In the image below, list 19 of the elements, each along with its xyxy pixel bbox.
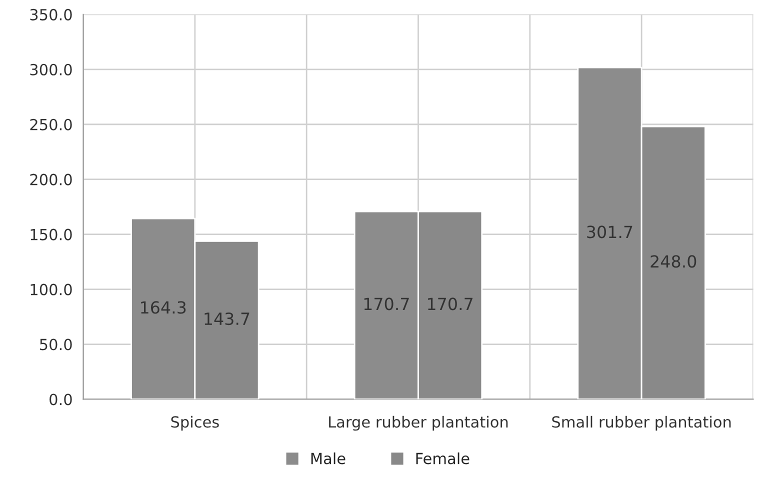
- y-tick-label: 0.0: [50, 394, 72, 406]
- y-tick-label: 200.0: [30, 174, 72, 186]
- x-tick-label: Spices: [171, 416, 219, 431]
- y-tick-label: 100.0: [30, 284, 72, 296]
- y-tick-label: 300.0: [30, 64, 72, 76]
- legend-label: Female: [416, 452, 470, 464]
- text: 248.0: [650, 255, 696, 268]
- y-tick-label: 50.0: [40, 338, 72, 350]
- text: 164.3: [141, 301, 186, 314]
- text: 301.7: [587, 226, 632, 238]
- text: 170.7: [428, 298, 472, 310]
- x-tick-label: Large rubber plantation: [329, 416, 508, 431]
- text: 170.7: [364, 298, 409, 310]
- legend-label: Male: [311, 452, 346, 464]
- y-tick-label: 350.0: [30, 8, 72, 20]
- text: 143.7: [204, 312, 250, 326]
- y-tick-label: 150.0: [30, 228, 72, 240]
- x-tick-label: Small rubber plantation: [552, 416, 731, 431]
- y-tick-label: 250.0: [30, 118, 72, 130]
